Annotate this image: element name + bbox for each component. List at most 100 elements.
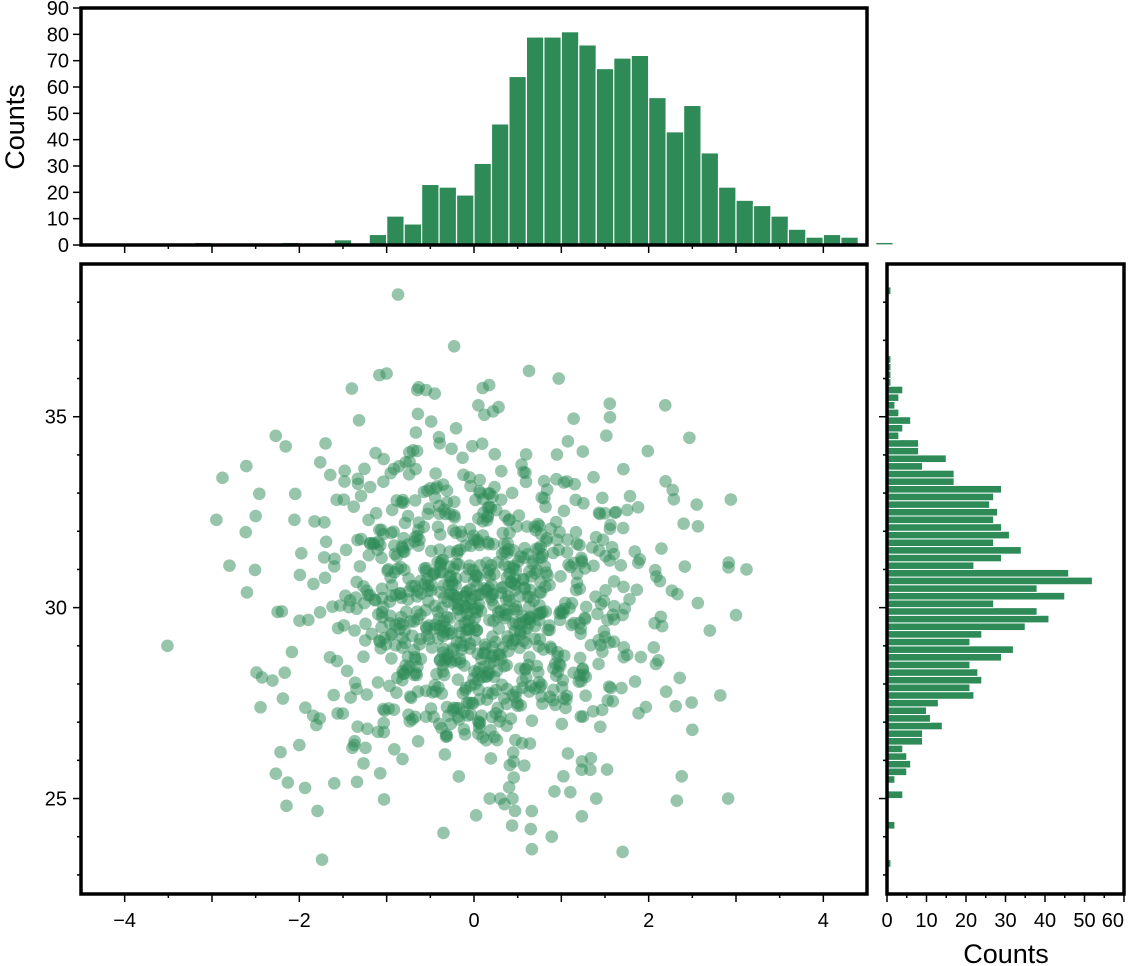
scatter-point: [399, 605, 413, 619]
right-histogram-bar: [886, 691, 975, 700]
scatter-point: [480, 584, 493, 598]
right-histogram-bar: [886, 790, 904, 800]
scatter-point: [691, 519, 705, 533]
scatter-point: [545, 830, 559, 844]
scatter-point: [299, 701, 312, 714]
scatter-point: [276, 692, 290, 705]
scatter-point: [481, 535, 495, 549]
right-histogram-bar: [886, 462, 924, 471]
right-histogram-x-ticks: 0 10 20 30 40 50 60: [881, 894, 1125, 932]
scatter-point: [517, 572, 530, 586]
scatter-point: [269, 767, 283, 781]
top-histogram-bar: [595, 67, 615, 246]
scatter-point: [562, 558, 575, 571]
scatter-point: [417, 485, 431, 499]
right-histogram-bar: [886, 416, 912, 425]
scatter-point: [350, 602, 364, 616]
scatter-x-tick-label: 0: [468, 910, 479, 932]
scatter-point: [531, 517, 545, 531]
scatter-point: [509, 733, 522, 747]
scatter-point: [248, 563, 262, 577]
scatter-point: [557, 692, 570, 705]
scatter-point: [360, 688, 374, 701]
top-histogram-bar: [875, 241, 894, 246]
scatter-point: [331, 621, 345, 635]
right-histogram-x-axis-label: Counts: [963, 939, 1049, 966]
scatter-point: [575, 755, 589, 768]
scatter-point: [408, 494, 422, 507]
scatter-y-tick-label: 35: [45, 407, 67, 429]
scatter-point: [522, 600, 536, 614]
scatter-point: [409, 462, 423, 476]
right-histogram-bar: [886, 584, 1038, 593]
right-histogram: 0 10 20 30 40 50 60 Counts: [879, 262, 1126, 966]
scatter-x-tick-label: 4: [818, 910, 829, 932]
scatter-point: [573, 651, 587, 665]
scatter-point: [428, 387, 442, 400]
scatter-point: [346, 741, 359, 755]
scatter-point: [603, 397, 617, 411]
scatter-point: [433, 507, 446, 521]
scatter-point: [628, 675, 642, 688]
scatter-point: [353, 560, 367, 573]
right-histogram-bar: [886, 660, 971, 670]
scatter-point: [604, 681, 618, 695]
scatter-point: [570, 537, 584, 551]
scatter-point: [319, 437, 332, 450]
top-histogram-y-axis-label: Counts: [0, 84, 30, 170]
scatter-point: [659, 475, 672, 488]
top-histogram-bar: [386, 215, 405, 246]
scatter-point: [414, 608, 427, 622]
scatter-point: [293, 568, 307, 582]
scatter-point: [475, 437, 489, 451]
scatter-point: [288, 513, 301, 527]
scatter-point: [471, 647, 484, 661]
scatter-point: [461, 709, 475, 722]
scatter-point: [497, 659, 511, 673]
scatter-point: [548, 785, 561, 798]
scatter-point: [683, 431, 696, 445]
scatter-point: [503, 758, 517, 772]
scatter-point: [525, 842, 539, 856]
scatter-points: [161, 288, 753, 866]
scatter-point: [561, 435, 575, 448]
scatter-point: [486, 405, 500, 418]
scatter-point: [649, 657, 663, 671]
right-histogram-bar: [886, 652, 1003, 662]
scatter-y-tick-label: 25: [45, 789, 67, 811]
scatter-point: [463, 622, 476, 636]
scatter-point: [318, 516, 331, 529]
right-histogram-bar: [886, 637, 971, 647]
right-histogram-x-tick-label: 40: [1034, 910, 1056, 932]
scatter-point: [505, 819, 519, 832]
scatter-point: [546, 693, 560, 707]
scatter-point: [675, 769, 689, 783]
top-histogram-bar: [700, 152, 720, 246]
scatter-point: [552, 372, 566, 385]
scatter-point: [424, 415, 438, 428]
scatter-point: [419, 684, 433, 698]
scatter-point: [462, 696, 476, 710]
top-histogram-bar: [473, 162, 493, 246]
scatter-point: [524, 822, 538, 836]
scatter-point: [380, 367, 393, 380]
scatter-point: [444, 569, 457, 583]
scatter-point: [428, 566, 441, 580]
scatter-point: [348, 676, 362, 689]
scatter-point: [593, 507, 607, 521]
scatter-point: [548, 657, 562, 670]
scatter-point: [295, 547, 308, 560]
scatter-point: [411, 660, 424, 674]
scatter-point: [354, 489, 368, 503]
top-histogram-y-tick-label: 50: [47, 103, 69, 125]
scatter-point: [401, 509, 415, 523]
right-histogram-bar: [886, 607, 1038, 616]
scatter-point: [616, 521, 630, 535]
scatter-point: [308, 515, 321, 528]
scatter-point: [433, 623, 447, 636]
scatter-point: [327, 776, 341, 790]
scatter-point: [579, 670, 593, 684]
scatter-point: [655, 542, 668, 555]
scatter-point: [631, 500, 645, 514]
scatter-point: [313, 605, 327, 619]
